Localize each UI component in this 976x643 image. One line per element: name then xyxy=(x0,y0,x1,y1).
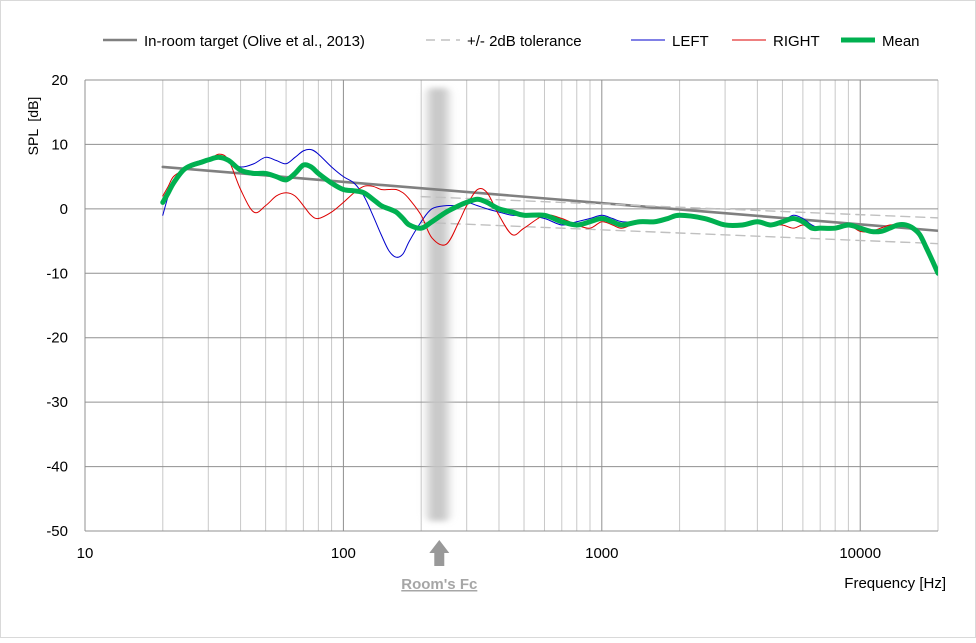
y-tick-label: 0 xyxy=(60,201,68,218)
y-tick-label: -10 xyxy=(46,265,68,282)
room-fc-label: Room's Fc xyxy=(401,576,477,593)
y-tick-label: 20 xyxy=(51,72,68,89)
y-tick-label: 10 xyxy=(51,136,68,153)
series-line-2db-tolerance xyxy=(420,221,938,245)
legend-label: In-room target (Olive et al., 2013) xyxy=(144,33,365,50)
legend-label: LEFT xyxy=(672,33,709,50)
legend-label: RIGHT xyxy=(773,33,820,50)
y-axis-label: SPL [dB] xyxy=(25,97,41,156)
room-fc-band-rect xyxy=(421,88,455,521)
series-line-2db-tolerance xyxy=(420,195,938,219)
y-tick-label: -50 xyxy=(46,523,68,540)
legend: In-room target (Olive et al., 2013) +/- 2… xyxy=(103,33,920,50)
x-tick-label: 10000 xyxy=(839,545,881,562)
annotation: Room's Fc xyxy=(401,540,477,593)
x-tick-label: 10 xyxy=(77,545,94,562)
room-fc-band xyxy=(421,88,455,521)
x-tick-label: 100 xyxy=(331,545,356,562)
x-axis-label: Frequency [Hz] xyxy=(844,575,946,592)
x-tick-label: 1000 xyxy=(585,545,618,562)
room-fc-arrow xyxy=(429,540,450,566)
legend-label: Mean xyxy=(882,33,920,50)
series-line-mean xyxy=(160,154,938,276)
legend-label: +/- 2dB tolerance xyxy=(467,33,582,50)
y-tick-label: -30 xyxy=(46,394,68,411)
y-tick-label: -20 xyxy=(46,330,68,347)
series-lines xyxy=(160,148,938,276)
y-tick-label: -40 xyxy=(46,459,68,476)
